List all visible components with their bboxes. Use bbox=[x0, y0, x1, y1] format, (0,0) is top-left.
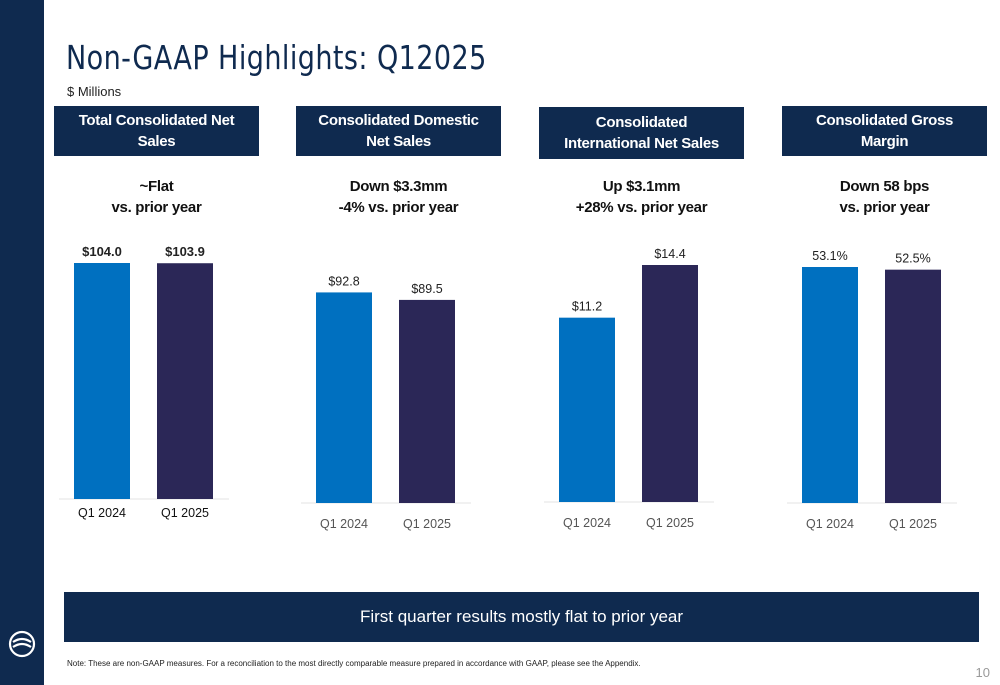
units-label: $ Millions bbox=[67, 84, 122, 99]
chart-total-net-sales: $104.0 Q1 2024 $103.9 Q1 2025 bbox=[59, 244, 229, 520]
tick-label: Q1 2025 bbox=[161, 506, 209, 520]
page-number: 10 bbox=[975, 665, 990, 680]
summary-line: vs. prior year bbox=[111, 199, 202, 216]
panel-header: Consolidated Domestic Net Sales bbox=[296, 106, 501, 156]
tick-label: Q1 2025 bbox=[889, 517, 937, 531]
bar-q1-2025 bbox=[157, 263, 213, 499]
panel-header-line: Margin bbox=[860, 133, 909, 150]
panel-gross-margin: 53.1% Q1 2024 52.5% Q1 2025 Consolidated Gr… bbox=[782, 106, 992, 531]
summary-banner: First quarter results mostly flat to pri… bbox=[64, 592, 979, 642]
panel-header-line: Sales bbox=[137, 133, 176, 150]
bar-q1-2024 bbox=[559, 317, 615, 502]
summary-line: vs. prior year bbox=[839, 199, 930, 216]
tick-label: Q1 2024 bbox=[320, 517, 368, 531]
panel-international-net-sales: $11.2 Q1 2024 $14.4 Q1 2025 Consolidated Int… bbox=[539, 106, 749, 530]
summary-line: Down 58 bps bbox=[839, 178, 930, 195]
chart-domestic-net-sales: $92.8 Q1 2024 $89.5 Q1 2025 bbox=[301, 274, 471, 531]
panel-header-line: Consolidated Gross bbox=[815, 112, 954, 129]
data-label: $89.5 bbox=[411, 282, 442, 296]
panel-header: Consolidated International Net Sales bbox=[539, 107, 744, 159]
page-title: Non-GAAP Highlights: Q12025 bbox=[66, 38, 487, 77]
chart-international-net-sales: $11.2 Q1 2024 $14.4 Q1 2025 bbox=[544, 247, 714, 530]
footnote: Note: These are non-GAAP measures. For a… bbox=[67, 659, 641, 668]
tick-label: Q1 2025 bbox=[646, 516, 694, 530]
panel-header-line: Total Consolidated Net bbox=[78, 112, 235, 129]
data-label: $103.9 bbox=[165, 244, 205, 259]
tick-label: Q1 2024 bbox=[78, 506, 126, 520]
data-label: $14.4 bbox=[654, 247, 685, 261]
bar-q1-2025 bbox=[399, 299, 455, 503]
data-label: 53.1% bbox=[812, 249, 847, 263]
panel-header-line: Consolidated bbox=[595, 114, 688, 131]
data-label: 52.5% bbox=[895, 252, 930, 266]
tick-label: Q1 2024 bbox=[806, 517, 854, 531]
tick-label: Q1 2025 bbox=[403, 517, 451, 531]
bar-q1-2024 bbox=[802, 267, 858, 503]
bar-q1-2025 bbox=[885, 269, 941, 503]
sidebar bbox=[0, 0, 44, 685]
panel-summary: Up $3.1mm +28% vs. prior year bbox=[539, 176, 744, 218]
panel-header: Total Consolidated Net Sales bbox=[54, 106, 259, 156]
panel-summary: ~Flat vs. prior year bbox=[54, 176, 259, 218]
summary-line: Down $3.3mm bbox=[349, 178, 448, 195]
summary-line: Up $3.1mm bbox=[602, 178, 681, 195]
company-logo-icon bbox=[8, 630, 36, 658]
chart-gross-margin: 53.1% Q1 2024 52.5% Q1 2025 bbox=[787, 249, 957, 531]
panel-summary: Down $3.3mm -4% vs. prior year bbox=[296, 176, 501, 218]
bar-q1-2024 bbox=[74, 263, 130, 499]
summary-line: ~Flat bbox=[139, 178, 174, 195]
panel-header-line: Consolidated Domestic bbox=[318, 112, 479, 129]
panel-header: Consolidated Gross Margin bbox=[782, 106, 987, 156]
data-label: $104.0 bbox=[82, 244, 122, 259]
summary-line: +28% vs. prior year bbox=[575, 199, 708, 216]
bar-q1-2024 bbox=[316, 292, 372, 503]
data-label: $92.8 bbox=[328, 274, 359, 288]
data-label: $11.2 bbox=[572, 300, 602, 314]
panel-total-net-sales: $104.0 Q1 2024 $103.9 Q1 2025 Total Consoli… bbox=[54, 106, 264, 526]
panel-domestic-net-sales: $92.8 Q1 2024 $89.5 Q1 2025 Consolidated Do… bbox=[296, 106, 506, 531]
panel-header-line: Net Sales bbox=[366, 133, 431, 150]
panel-summary: Down 58 bps vs. prior year bbox=[782, 176, 987, 218]
tick-label: Q1 2024 bbox=[563, 516, 611, 530]
bar-q1-2025 bbox=[642, 265, 698, 502]
summary-line: -4% vs. prior year bbox=[338, 199, 459, 216]
panel-header-line: International Net Sales bbox=[564, 135, 719, 152]
